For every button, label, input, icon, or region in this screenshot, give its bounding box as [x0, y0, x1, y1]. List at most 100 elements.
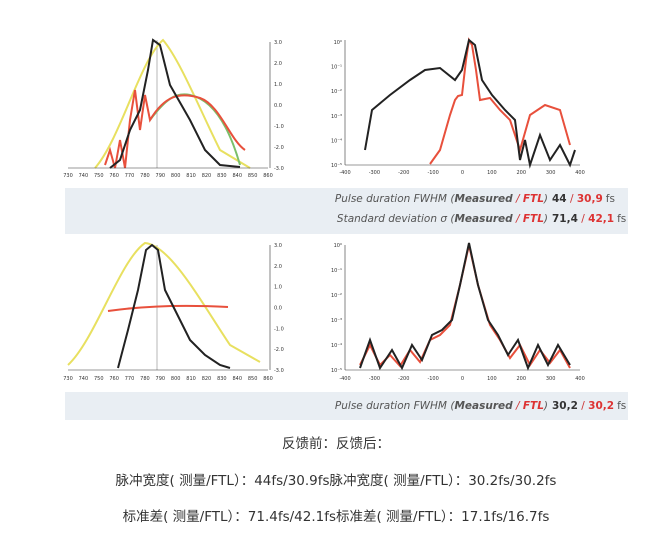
y-tick-label: 10⁻³: [331, 114, 342, 120]
axes: [68, 40, 580, 371]
y-tick-label: -2.0: [274, 145, 284, 151]
x-tick-label: -400: [339, 170, 350, 176]
x-tick-label: 200: [516, 376, 526, 382]
band-label: Pulse duration FWHM (Measured / FTL): [335, 400, 548, 412]
x-tick-label: 820: [202, 376, 212, 382]
value-measured: 44: [552, 193, 567, 205]
y-tick-label: 10⁻⁴: [331, 138, 342, 144]
x-tick-label: 0: [461, 170, 464, 176]
x-tick-label: 760: [109, 173, 119, 179]
label-part: /: [513, 213, 523, 225]
band-label: Pulse duration FWHM (Measured / FTL): [335, 193, 548, 205]
label-part: ): [543, 193, 548, 205]
label-part: FTL: [523, 213, 544, 225]
band-value: 44 / 30,9 fs: [552, 193, 615, 205]
y-tick-label: -1.0: [274, 326, 284, 332]
x-tick-label: -100: [427, 170, 438, 176]
band-label: Standard deviation σ (Measured / FTL): [337, 213, 548, 225]
x-tick-label: 300: [546, 376, 556, 382]
x-tick-label: 100: [487, 170, 497, 176]
band-value: 71,4 / 42,1 fs: [552, 213, 626, 225]
x-tick-label: -200: [398, 170, 409, 176]
y-tick-label: 10⁰: [334, 243, 342, 249]
x-tick-label: 0: [461, 376, 464, 382]
x-tick-label: 300: [546, 170, 556, 176]
x-tick-label: 780: [140, 376, 150, 382]
figure: 730 740 750 760 770 780 790 800 810 820 830 840 850 8…: [63, 37, 628, 420]
y-tick-label: 10⁻⁵: [331, 163, 342, 169]
x-tick-label: 790: [156, 376, 166, 382]
label-part: Pulse duration FWHM (: [335, 400, 455, 412]
x-tick-label: 400: [575, 376, 585, 382]
y-tick-label: 0.0: [274, 306, 282, 312]
x-tick-label: 860: [263, 376, 273, 382]
x-tick-label: -300: [369, 170, 380, 176]
x-tick-label: -200: [398, 376, 409, 382]
x-tick-label: 810: [186, 376, 196, 382]
y-tick-label: 3.0: [274, 243, 282, 249]
caption: 标准差( 测量/FTL）：71.4fs/42.1fs标准差( 测量/FTL）：1…: [122, 509, 550, 525]
y-tick-label: 10⁰: [334, 40, 342, 46]
value-unit: fs: [617, 400, 626, 412]
y-tick-label: 2.0: [274, 264, 282, 270]
label-part: ): [543, 400, 548, 412]
y-tick-label: 10⁻¹: [331, 268, 342, 274]
x-tick-label: 740: [79, 173, 89, 179]
x-tick-label: 100: [487, 376, 497, 382]
value-ftl: 30,9: [577, 193, 603, 205]
value-unit: fs: [617, 213, 626, 225]
label-part: Standard deviation σ (: [337, 213, 455, 225]
label-part: FTL: [523, 400, 544, 412]
x-tick-label: 740: [79, 376, 89, 382]
x-tick-label: 760: [109, 376, 119, 382]
y-tick-label: 3.0: [274, 40, 282, 46]
band-bg: [65, 392, 628, 420]
x-tick-label: 850: [248, 173, 258, 179]
x-tick-label: -100: [427, 376, 438, 382]
value-ftl: 42,1: [588, 213, 614, 225]
y-tick-label: 10⁻⁴: [331, 343, 342, 349]
label-part: /: [513, 193, 523, 205]
y-tick-label: 0.0: [274, 103, 282, 109]
x-tick-label: 840: [232, 376, 242, 382]
label-part: Measured: [454, 400, 513, 412]
y-tick-label: -3.0: [274, 166, 284, 172]
x-tick-label: 830: [217, 376, 227, 382]
x-tick-label: 400: [575, 170, 585, 176]
x-tick-label: -300: [369, 376, 380, 382]
y-tick-label: 10⁻¹: [331, 65, 342, 71]
y-tick-label: 2.0: [274, 61, 282, 67]
y-tick-label: 10⁻⁵: [331, 368, 342, 374]
x-tick-label: 820: [202, 173, 212, 179]
value-measured: 30,2: [552, 400, 578, 412]
x-tick-label: 840: [232, 173, 242, 179]
x-tick-label: 800: [171, 173, 181, 179]
label-part: Measured: [454, 213, 513, 225]
y-tick-label: -3.0: [274, 368, 284, 374]
y-tick-label: 10⁻³: [331, 318, 342, 324]
band-bg: [65, 188, 628, 234]
label-part: Measured: [454, 193, 513, 205]
label-part: Pulse duration FWHM (: [335, 193, 455, 205]
label-part: ): [543, 213, 548, 225]
value-sep: /: [567, 193, 577, 205]
curves: [67, 37, 576, 371]
x-tick-label: 780: [140, 173, 150, 179]
x-tick-label: 830: [217, 173, 227, 179]
y-tick-label: 10⁻²: [331, 89, 342, 95]
x-tick-label: -400: [339, 376, 350, 382]
x-tick-label: 800: [171, 376, 181, 382]
x-tick-label: 810: [186, 173, 196, 179]
caption: 反馈前：反馈后：: [282, 436, 390, 452]
x-tick-label: 860: [263, 173, 273, 179]
label-part: /: [513, 400, 523, 412]
x-tick-label: 730: [63, 376, 73, 382]
value-sep: /: [578, 400, 588, 412]
y-tick-label: -1.0: [274, 124, 284, 130]
value-measured: 71,4: [552, 213, 578, 225]
x-tick-label: 200: [516, 170, 526, 176]
y-tick-label: 1.0: [274, 285, 282, 291]
y-tick-label: 10⁻²: [331, 293, 342, 299]
x-tick-label: 770: [125, 376, 135, 382]
